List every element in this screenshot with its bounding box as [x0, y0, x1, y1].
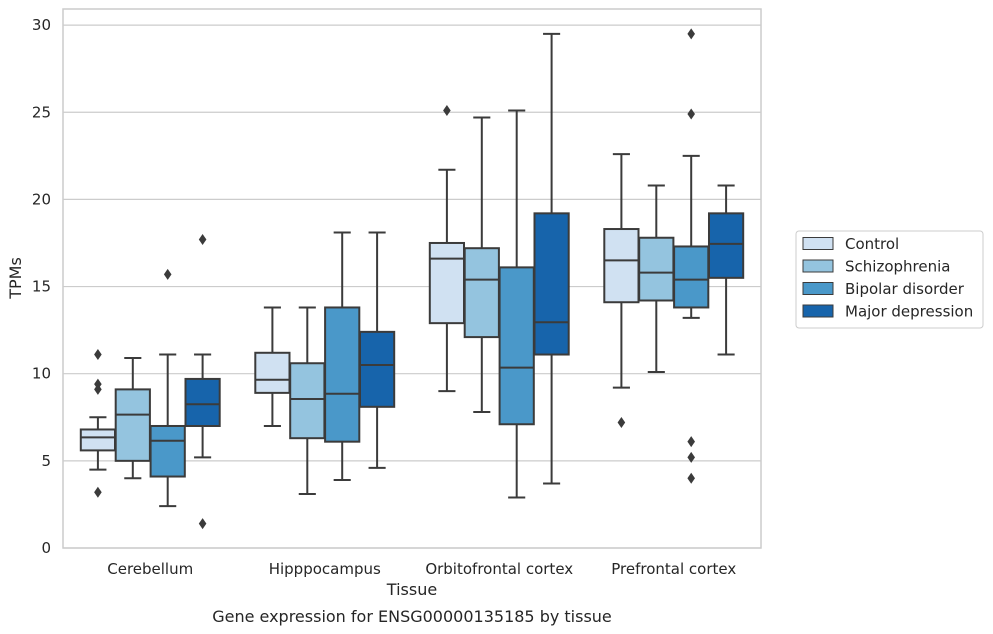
box-groups — [79, 28, 745, 530]
iqr-box — [498, 266, 535, 426]
outlier-marker — [687, 436, 695, 448]
outlier-marker — [198, 233, 207, 245]
box-schizophrenia — [463, 116, 500, 414]
iqr-box — [324, 306, 361, 443]
x-axis-ticks: Cerebellum Hipppocampus Orbitofrontal cort… — [107, 560, 736, 578]
iqr-box — [603, 228, 640, 304]
box-schizophrenia — [638, 184, 675, 373]
x-tick-label: Prefrontal cortex — [611, 560, 736, 578]
iqr-box — [533, 212, 570, 356]
y-tick-label: 15 — [32, 278, 51, 296]
y-axis-label: TPMs — [6, 257, 25, 300]
box-control — [428, 105, 466, 393]
x-tick-label: Orbitofrontal cortex — [425, 560, 573, 578]
box-major-depression — [358, 231, 396, 469]
iqr-box — [707, 212, 745, 279]
legend-swatch — [802, 282, 834, 295]
chart-caption: Gene expression for ENSG00000135185 by t… — [212, 607, 612, 626]
y-axis-ticks: 0 5 10 15 20 25 30 — [32, 16, 51, 557]
outlier-marker — [94, 349, 102, 361]
outlier-marker — [163, 268, 172, 280]
outlier-marker — [687, 28, 695, 40]
outlier-marker — [94, 486, 102, 498]
box-major-depression — [184, 233, 221, 530]
iqr-box — [114, 388, 151, 462]
y-tick-label: 0 — [41, 539, 51, 557]
box-schizophrenia — [289, 306, 326, 495]
box-control — [79, 349, 117, 498]
y-tick-label: 25 — [32, 103, 51, 121]
box-major-depression — [533, 32, 570, 485]
iqr-box — [149, 424, 186, 478]
box-bipolar-disorder — [149, 268, 186, 508]
iqr-box — [184, 377, 221, 427]
iqr-box — [463, 247, 500, 339]
box-control — [603, 153, 640, 429]
y-tick-label: 5 — [41, 452, 51, 470]
x-tick-label: Cerebellum — [107, 560, 193, 578]
box-major-depression — [707, 184, 745, 356]
plot-frame — [62, 8, 762, 549]
legend-label: Control — [845, 235, 899, 253]
outlier-marker — [94, 378, 102, 390]
iqr-box — [79, 428, 117, 452]
box-control — [254, 306, 291, 427]
legend-label: Bipolar disorder — [845, 280, 965, 298]
iqr-box — [254, 351, 291, 394]
y-tick-label: 30 — [32, 16, 51, 34]
legend-swatch — [802, 259, 834, 273]
iqr-box — [289, 362, 326, 440]
iqr-box — [358, 330, 396, 408]
legend-swatch — [802, 237, 834, 250]
legend-swatch — [802, 304, 834, 318]
box-bipolar-disorder — [324, 231, 361, 482]
legend-label: Schizophrenia — [845, 258, 950, 276]
iqr-box — [428, 241, 466, 325]
x-axis-label: Tissue — [386, 580, 437, 599]
legend-frame — [795, 230, 984, 329]
box-bipolar-disorder — [673, 28, 710, 484]
x-tick-label: Hipppocampus — [269, 560, 381, 578]
box-schizophrenia — [114, 357, 151, 480]
iqr-box — [638, 236, 675, 302]
y-tick-label: 20 — [32, 190, 51, 208]
y-tick-label: 10 — [32, 365, 51, 383]
outlier-marker — [687, 472, 695, 484]
outlier-marker — [198, 518, 207, 530]
outlier-marker — [687, 451, 695, 463]
legend-label: Major depression — [845, 303, 973, 321]
legend: Control Schizophrenia Bipolar disorder Majo… — [795, 230, 984, 329]
outlier-marker — [617, 417, 626, 429]
iqr-box — [673, 245, 710, 309]
outlier-marker — [687, 108, 695, 120]
outlier-marker — [443, 105, 451, 117]
